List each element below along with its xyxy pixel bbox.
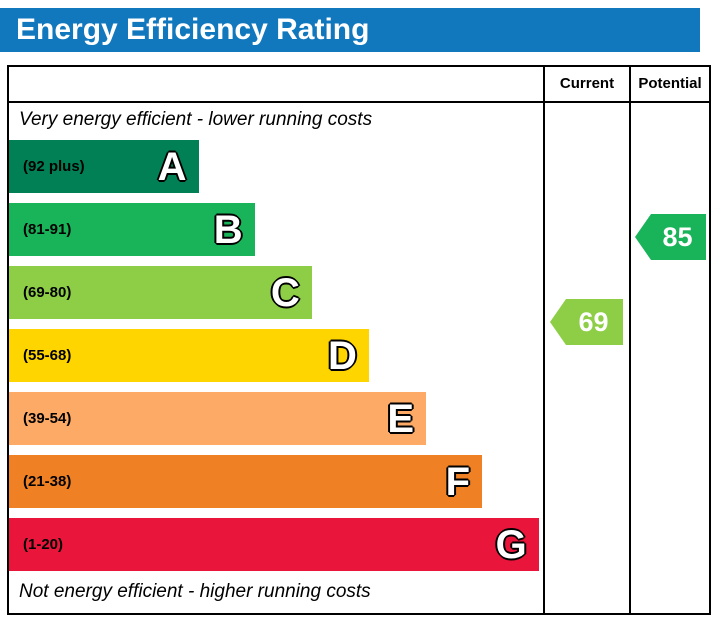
band-letter: E [387, 396, 415, 441]
current-column-divider [543, 67, 545, 613]
epc-chart: Current Potential Very energy efficient … [7, 65, 711, 615]
potential-column-header: Potential [638, 75, 702, 92]
band-range-label: (39-54) [23, 410, 72, 427]
band-bar-a: (92 plus) A [9, 140, 199, 193]
band-range-label: (21-38) [23, 473, 72, 490]
band-range-label: (69-80) [23, 284, 72, 301]
band-range-label: (81-91) [23, 221, 72, 238]
band-bar-d: (55-68) D [9, 329, 369, 382]
band-row-g: (1-20) G [9, 518, 543, 581]
band-letter: F [445, 459, 471, 504]
bottom-note: Not energy efficient - higher running co… [19, 581, 371, 602]
band-bar-f: (21-38) F [9, 455, 483, 508]
band-bar-g: (1-20) G [9, 518, 539, 571]
band-row-f: (21-38) F [9, 455, 543, 518]
potential-column-divider [629, 67, 631, 613]
band-letter: G [495, 522, 527, 567]
epc-chart-inner: Current Potential Very energy efficient … [9, 67, 709, 613]
band-range-label: (55-68) [23, 347, 72, 364]
band-bar-e: (39-54) E [9, 392, 427, 445]
page-title: Energy Efficiency Rating [16, 13, 370, 46]
band-bar-c: (69-80) C [9, 266, 312, 319]
current-rating-value: 69 [578, 306, 609, 337]
current-rating-arrow: 69 [550, 299, 623, 345]
band-row-b: (81-91) B [9, 203, 543, 266]
band-bar-b: (81-91) B [9, 203, 255, 256]
band-letter: C [270, 270, 300, 315]
column-header-row [9, 67, 709, 103]
band-range-label: (92 plus) [23, 158, 85, 175]
band-letter: B [213, 207, 243, 252]
bands-container: (92 plus) A (81-91) B (69-80) C (55-68) D (39-54… [9, 140, 543, 581]
band-row-c: (69-80) C [9, 266, 543, 329]
band-row-d: (55-68) D [9, 329, 543, 392]
band-row-a: (92 plus) A [9, 140, 543, 203]
band-letter: A [157, 144, 187, 189]
potential-rating-value: 85 [662, 221, 693, 252]
potential-rating-arrow: 85 [635, 214, 706, 260]
band-letter: D [328, 333, 357, 378]
top-note: Very energy efficient - lower running co… [19, 109, 373, 130]
band-range-label: (1-20) [23, 536, 64, 553]
page-title-bar: Energy Efficiency Rating [0, 8, 700, 52]
band-row-e: (39-54) E [9, 392, 543, 455]
current-column-header: Current [559, 75, 615, 92]
